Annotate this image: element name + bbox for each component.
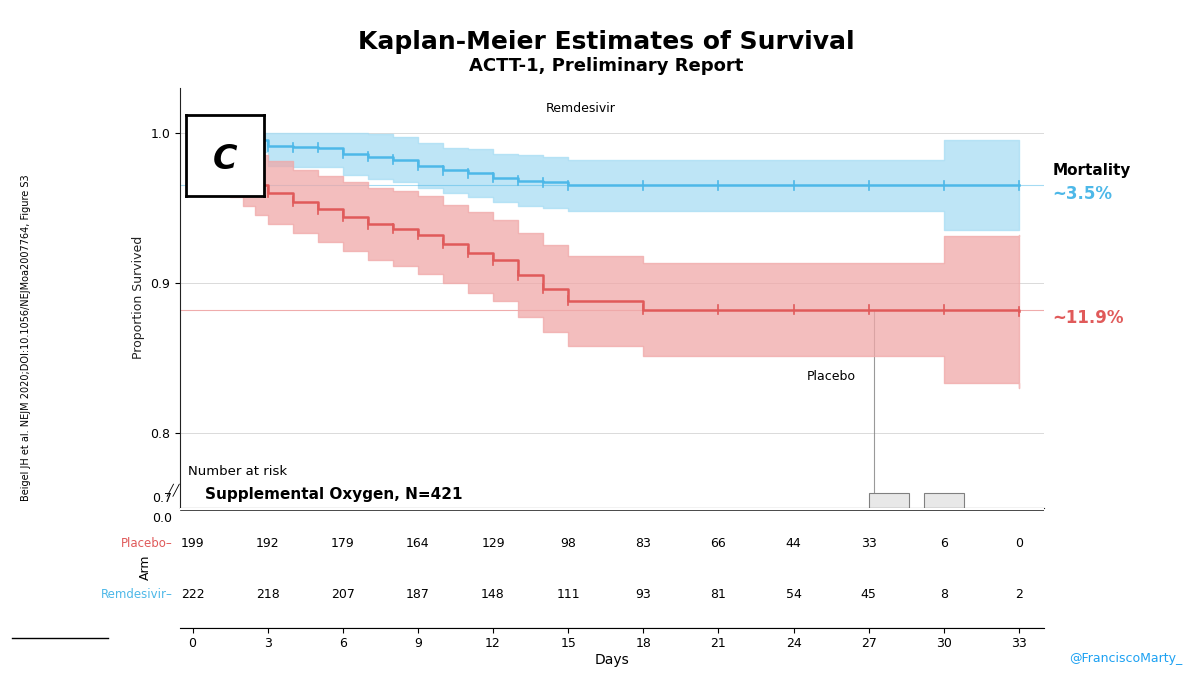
Text: 6: 6 — [940, 537, 948, 550]
Bar — [869, 493, 908, 508]
Text: Beigel JH et al. NEJM 2020;DOI:10.1056/NEJMoa2007764, Figure S3: Beigel JH et al. NEJM 2020;DOI:10.1056/N… — [22, 174, 31, 501]
Text: 218: 218 — [256, 588, 280, 601]
Text: Placebo–: Placebo– — [121, 537, 173, 550]
Text: ACTT-1, Preliminary Report: ACTT-1, Preliminary Report — [469, 57, 743, 76]
Text: Kaplan-Meier Estimates of Survival: Kaplan-Meier Estimates of Survival — [358, 30, 854, 55]
Text: Supplemental Oxygen, N=421: Supplemental Oxygen, N=421 — [205, 487, 462, 502]
Text: 8: 8 — [940, 588, 948, 601]
Text: 81: 81 — [710, 588, 726, 601]
Text: 66: 66 — [710, 537, 726, 550]
Bar — [924, 493, 964, 508]
Text: 187: 187 — [406, 588, 430, 601]
Text: ~11.9%: ~11.9% — [1052, 309, 1124, 327]
Text: ~3.5%: ~3.5% — [1052, 185, 1112, 202]
Text: 179: 179 — [331, 537, 355, 550]
Text: 111: 111 — [557, 588, 580, 601]
Text: 199: 199 — [181, 537, 204, 550]
Text: 0.7: 0.7 — [152, 492, 173, 505]
Y-axis label: Arm: Arm — [139, 555, 151, 580]
Text: @FranciscoMarty_: @FranciscoMarty_ — [1069, 652, 1182, 665]
Text: (not high flow, nor non-invasive ventilation): (not high flow, nor non-invasive ventila… — [205, 520, 498, 533]
Text: 93: 93 — [636, 588, 652, 601]
Text: C: C — [212, 143, 238, 176]
Text: Placebo: Placebo — [806, 370, 856, 383]
Text: 83: 83 — [635, 537, 652, 550]
Text: Remdesivir: Remdesivir — [546, 102, 616, 115]
Text: 207: 207 — [331, 588, 355, 601]
Text: 0: 0 — [1015, 537, 1022, 550]
Text: 54: 54 — [786, 588, 802, 601]
Text: 2: 2 — [1015, 588, 1022, 601]
Text: 192: 192 — [256, 537, 280, 550]
Text: 164: 164 — [406, 537, 430, 550]
Y-axis label: Proportion Survived: Proportion Survived — [132, 236, 145, 359]
Text: Mortality: Mortality — [1052, 163, 1132, 178]
Text: 33: 33 — [860, 537, 876, 550]
Text: 129: 129 — [481, 537, 505, 550]
Text: 98: 98 — [560, 537, 576, 550]
X-axis label: Days: Days — [595, 653, 629, 668]
Text: 44: 44 — [786, 537, 802, 550]
Text: 222: 222 — [181, 588, 204, 601]
Text: Number at risk: Number at risk — [187, 465, 287, 478]
Text: 45: 45 — [860, 588, 877, 601]
Text: 0.0: 0.0 — [152, 512, 173, 525]
Text: 148: 148 — [481, 588, 505, 601]
Text: ╱╱: ╱╱ — [167, 483, 180, 496]
Text: Remdesivir–: Remdesivir– — [101, 588, 173, 601]
